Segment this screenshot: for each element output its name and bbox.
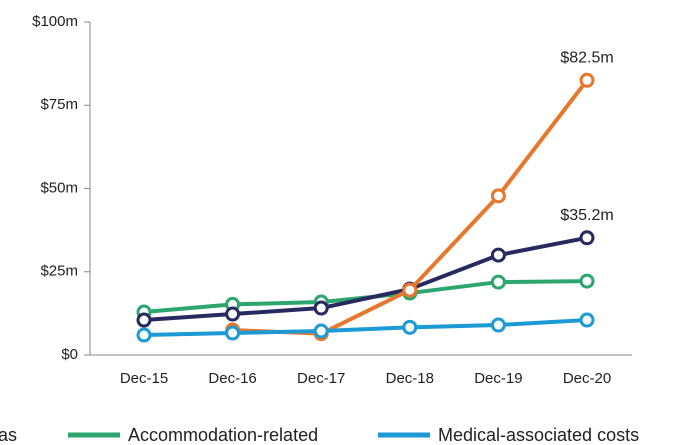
series-line [143,318,588,338]
series-line [143,235,588,323]
x-tick-label: Dec-15 [120,370,168,387]
x-tick-label: Dec-16 [208,370,256,387]
x-tick-label: Dec-18 [386,370,434,387]
data-point [136,312,152,328]
y-tick-label: $50m [40,179,78,196]
x-tick-label: Dec-19 [474,370,522,387]
data-point [313,300,329,316]
data-point [402,319,418,335]
data-point [490,247,506,263]
x-tick-label: Dec-20 [563,370,611,387]
data-point [225,306,241,322]
y-tick-label: $0 [61,346,78,363]
data-point [490,317,506,333]
data-point [402,282,418,298]
y-tick-label: $75m [40,96,78,113]
data-label: $82.5m [560,49,613,66]
legend-clipped-label: as [0,425,17,445]
data-point [136,327,152,343]
y-tick-label: $25m [40,263,78,280]
data-point [579,273,595,289]
data-point [313,323,329,339]
x-tick-label: Dec-17 [297,370,345,387]
data-point [490,188,506,204]
data-point [490,274,506,290]
y-tick-label: $100m [32,13,78,30]
data-point [579,230,595,246]
data-point [225,325,241,341]
data-label: $35.2m [560,207,613,224]
legend-label: Medical-associated costs [438,425,639,445]
legend-label: Accommodation-related [128,425,318,445]
data-point [579,312,595,328]
data-point [579,72,595,88]
